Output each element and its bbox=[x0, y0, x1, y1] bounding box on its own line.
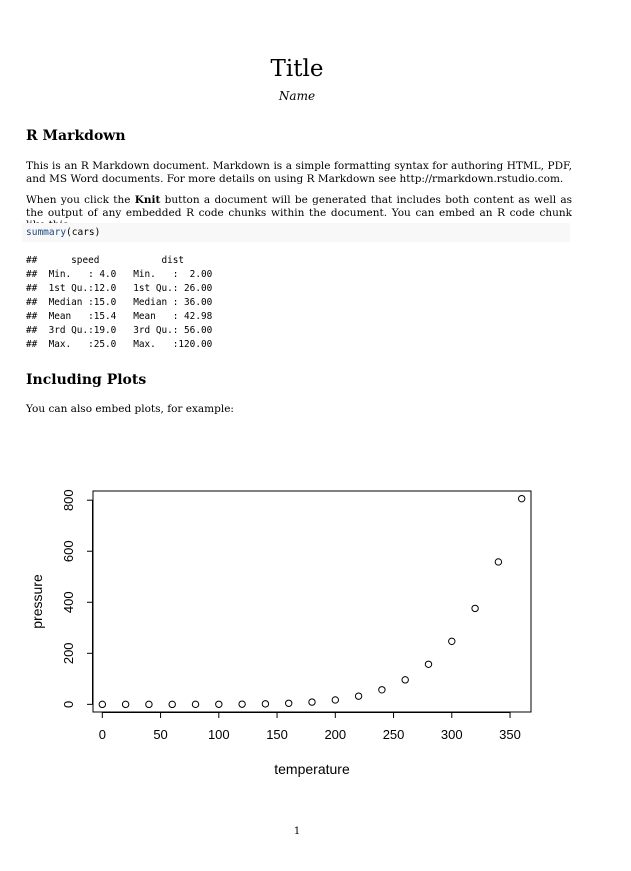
data-point bbox=[191, 700, 200, 709]
knit-keyword: Knit bbox=[134, 194, 161, 206]
pressure-scatter-plot: 0 50 100 150 200 250 300 350 0 200 400 600 800 temper… bbox=[29, 489, 532, 777]
data-point bbox=[215, 700, 223, 708]
code-arguments: (cars) bbox=[66, 227, 101, 238]
output-line: ## Max. :25.0 Max. :120.00 bbox=[26, 339, 224, 350]
x-tick-label: 250 bbox=[383, 727, 405, 742]
data-point bbox=[98, 700, 107, 709]
plots-paragraph: You can also embed plots, for example: bbox=[26, 403, 234, 415]
knit-paragraph-text-1: When you click the bbox=[26, 194, 135, 206]
data-point bbox=[471, 604, 479, 613]
section-heading-r-markdown: R Markdown bbox=[26, 128, 126, 144]
data-point bbox=[517, 494, 526, 503]
data-point bbox=[494, 558, 503, 566]
data-point bbox=[261, 700, 270, 708]
y-axis-label: pressure bbox=[29, 574, 45, 629]
code-output: ## speed dist ## Min. : 4.0 Min. : 2.00 … bbox=[26, 254, 224, 352]
data-point bbox=[308, 698, 316, 706]
output-line: ## speed dist bbox=[26, 255, 224, 266]
y-tick-label: 600 bbox=[61, 540, 76, 562]
output-line: ## Mean :15.4 Mean : 42.98 bbox=[26, 311, 224, 322]
page-number: 1 bbox=[293, 826, 301, 837]
x-tick-label: 50 bbox=[153, 727, 167, 742]
knit-paragraph: When you click the Knit button a documen… bbox=[26, 194, 572, 232]
data-point bbox=[354, 692, 363, 700]
output-line: ## 3rd Qu.:19.0 3rd Qu.: 56.00 bbox=[26, 325, 224, 336]
data-point bbox=[121, 700, 130, 709]
data-point bbox=[168, 700, 176, 709]
x-axis-label: temperature bbox=[274, 761, 350, 777]
section-heading-including-plots: Including Plots bbox=[26, 372, 147, 388]
code-function-name: summary bbox=[26, 227, 67, 238]
document-title: Title bbox=[270, 56, 324, 82]
x-tick-label: 350 bbox=[499, 727, 521, 742]
code-chunk-background bbox=[22, 223, 570, 242]
output-line: ## Median :15.0 Median : 36.00 bbox=[26, 297, 224, 308]
data-point bbox=[424, 660, 433, 668]
document-author: Name bbox=[278, 89, 316, 103]
data-point bbox=[378, 686, 386, 694]
y-tick-label: 200 bbox=[61, 642, 76, 664]
data-point bbox=[145, 700, 153, 709]
x-tick-label: 300 bbox=[441, 727, 463, 742]
data-point bbox=[285, 699, 293, 707]
data-point bbox=[238, 700, 246, 708]
plot-frame bbox=[92, 490, 532, 713]
y-tick-label: 800 bbox=[61, 489, 76, 511]
y-tick-label: 0 bbox=[61, 701, 76, 708]
code-chunk: summary(cars) bbox=[26, 227, 100, 238]
x-tick-label: 100 bbox=[208, 727, 230, 742]
knit-paragraph-text-2: button a document will be generated that… bbox=[26, 194, 572, 231]
data-point bbox=[448, 637, 456, 646]
intro-paragraph: This is an R Markdown document. Markdown… bbox=[26, 160, 572, 185]
x-tick-label: 200 bbox=[324, 727, 346, 742]
x-tick-label: 150 bbox=[266, 727, 288, 742]
x-tick-label: 0 bbox=[99, 727, 106, 742]
data-point bbox=[331, 696, 339, 704]
output-line: ## Min. : 4.0 Min. : 2.00 bbox=[26, 269, 224, 280]
data-point bbox=[401, 676, 409, 684]
y-tick-label: 400 bbox=[61, 591, 76, 613]
output-line: ## 1st Qu.:12.0 1st Qu.: 26.00 bbox=[26, 283, 224, 294]
